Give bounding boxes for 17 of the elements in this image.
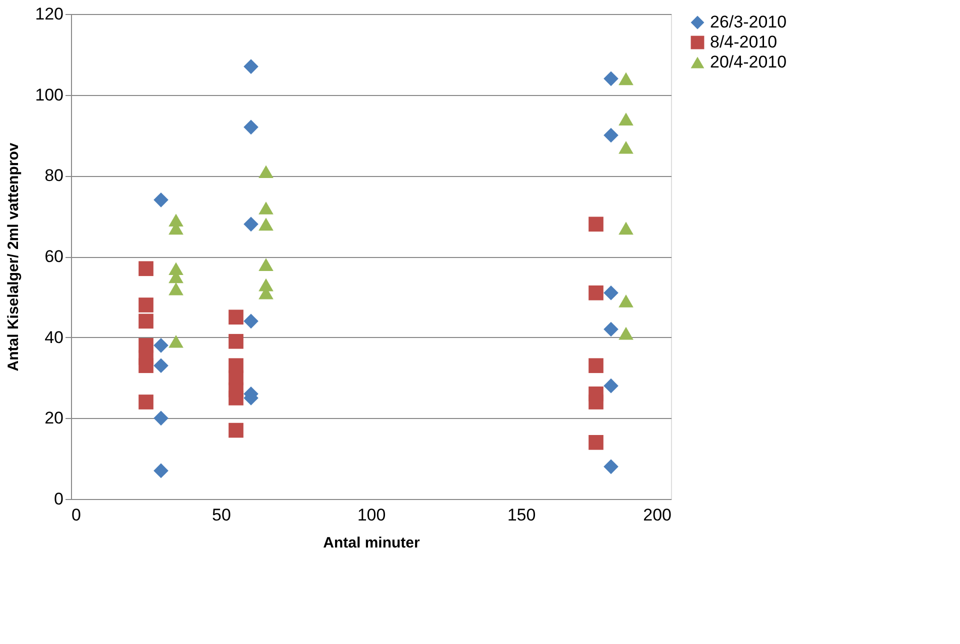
legend-label: 26/3-2010 (710, 12, 787, 32)
x-tick-label: 100 (357, 506, 386, 524)
x-tick-label: 200 (643, 506, 672, 524)
y-tick-label: 80 (44, 166, 64, 186)
x-tick-label: 0 (72, 506, 81, 524)
x-axis-title: Antal minuter (323, 534, 420, 552)
legend-label: 20/4-2010 (710, 52, 787, 72)
y-tick-label: 40 (44, 328, 64, 347)
y-tick-label: 0 (54, 490, 64, 508)
y-tick-label: 100 (35, 85, 64, 104)
y-axis-title: Antal Kiselalger/ 2ml vattenprov (5, 142, 22, 372)
y-tick-label: 60 (44, 247, 64, 266)
y-tick-label: 20 (44, 408, 64, 428)
y-tick-label: 120 (35, 4, 64, 24)
x-tick-label: 50 (212, 506, 231, 524)
legend-label: 8/4-2010 (710, 32, 778, 52)
x-tick-label: 150 (507, 506, 536, 524)
